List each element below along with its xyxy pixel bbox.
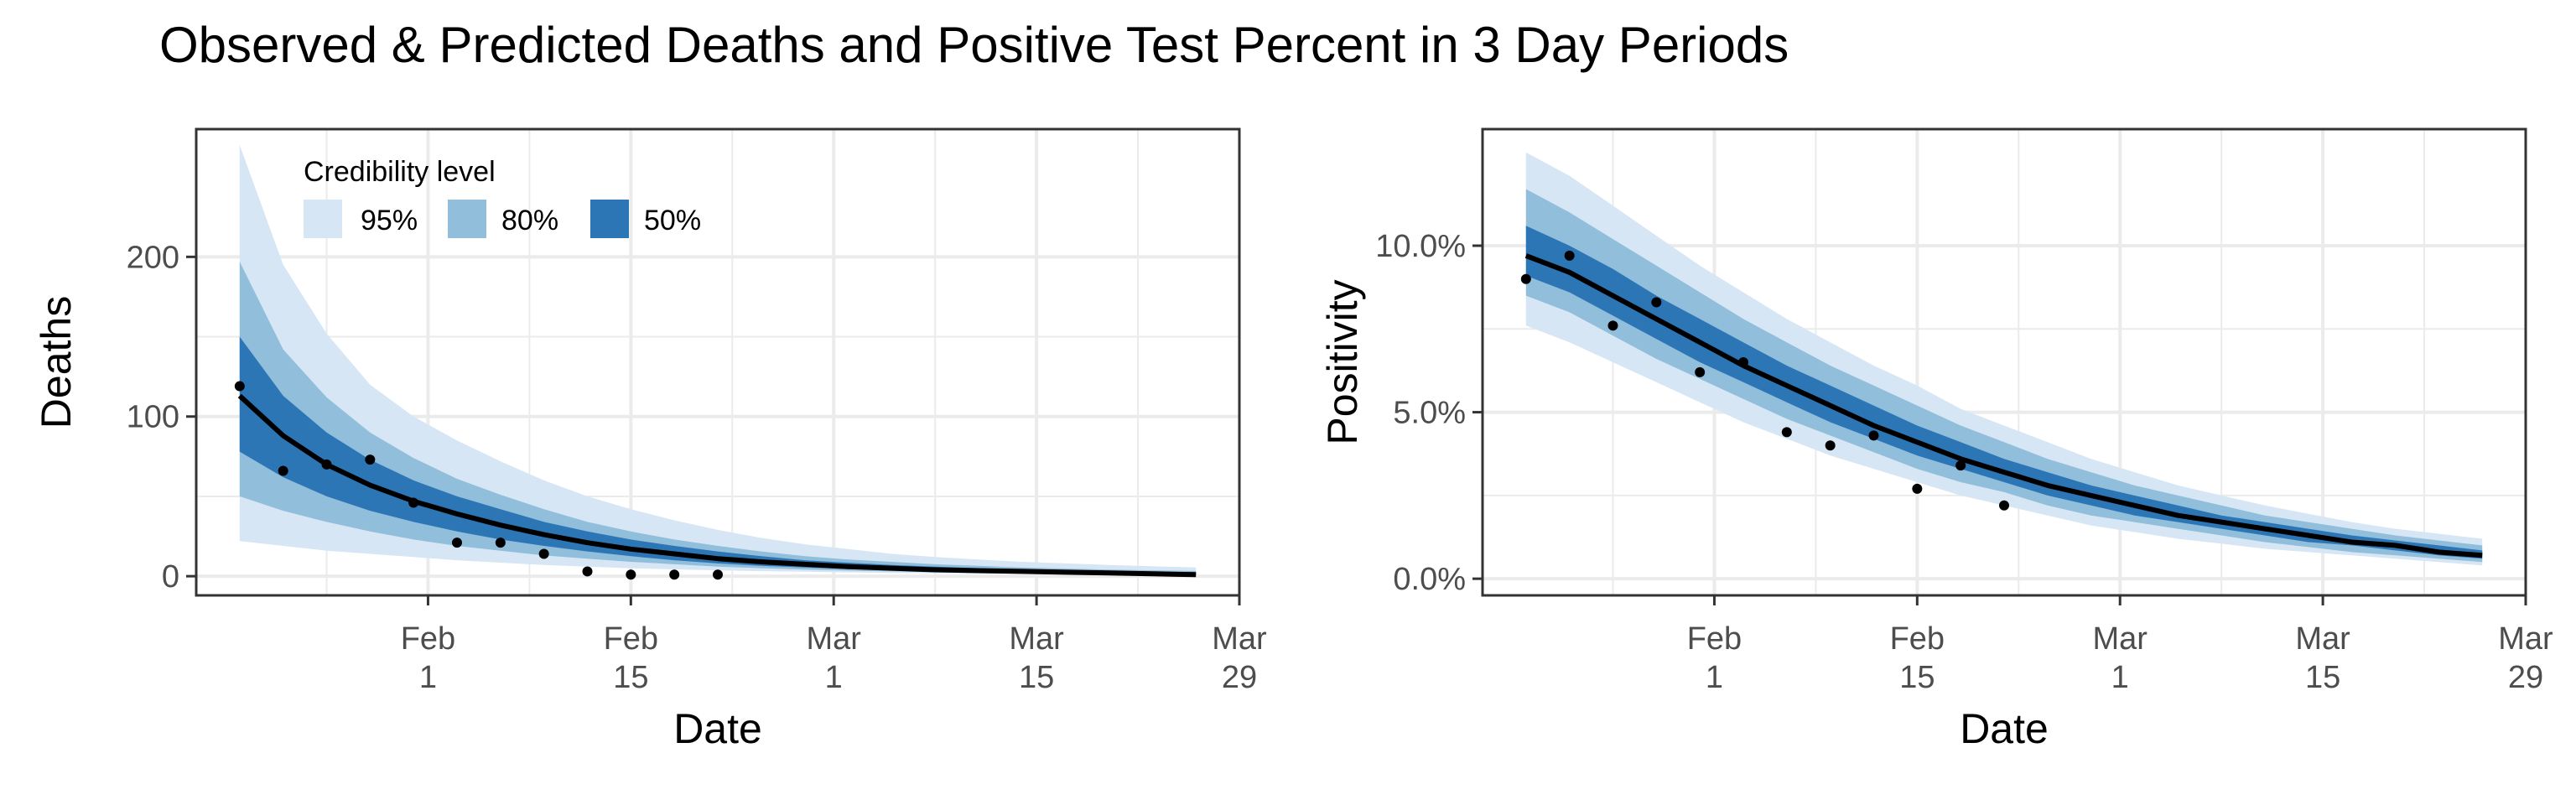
positivity-x-tick-label: Feb 15 — [1890, 621, 1945, 695]
deaths-y-tick-label: 200 — [127, 240, 179, 275]
positivity-observed-point — [1912, 483, 1923, 494]
deaths-median-line — [237, 393, 1197, 578]
positivity-median-line — [1524, 253, 2483, 558]
positivity-observed-point — [1520, 273, 1531, 284]
deaths-y-axis-title: Deaths — [33, 296, 80, 428]
positivity-y-axis-title: Positivity — [1319, 279, 1366, 444]
positivity-observed-point — [1695, 366, 1706, 377]
positivity-observed-point — [1738, 357, 1748, 367]
legend-label-50: 50% — [644, 205, 701, 236]
deaths-observed-point — [582, 566, 593, 577]
positivity-x-tick-label: Mar 1 — [2092, 621, 2148, 695]
figure-title: Observed & Predicted Deaths and Positive… — [159, 17, 1789, 73]
legend-title: Credibility level — [304, 156, 496, 188]
positivity-panel: 0.0% 5.0% 10.0% Feb 1 Feb 15 Mar 1 Mar 15 Mar 29 Date… — [1319, 127, 2553, 752]
legend-label-80: 80% — [501, 205, 558, 236]
deaths-y-tick-label: 0 — [162, 559, 179, 595]
positivity-y-tick-label: 5.0% — [1393, 396, 1466, 431]
positivity-x-axis-title: Date — [1960, 705, 2049, 752]
deaths-observed-point — [626, 569, 636, 580]
deaths-ribbon-80 — [239, 262, 1197, 575]
deaths-observed-point — [321, 459, 332, 470]
positivity-x-tick-label: Feb 1 — [1687, 621, 1742, 695]
positivity-x-tick-label: Mar 29 — [2498, 621, 2553, 695]
legend-swatch-80 — [448, 200, 486, 238]
deaths-x-tick-label: Mar 29 — [1212, 621, 1267, 695]
positivity-observed-point — [1564, 250, 1575, 261]
deaths-observed-point — [234, 381, 245, 392]
positivity-observed-point — [1868, 430, 1879, 441]
deaths-observed-point — [278, 465, 288, 476]
positivity-observed-point — [1955, 460, 1966, 471]
credibility-legend: Credibility level 95% 80% 50% — [304, 156, 701, 238]
positivity-observed-point — [1825, 440, 1836, 451]
deaths-ribbon-50 — [239, 336, 1197, 575]
positivity-observed-point — [1651, 297, 1662, 308]
positivity-panel-border — [1481, 127, 2527, 597]
deaths-observed-point — [495, 538, 506, 548]
deaths-observed-point — [669, 569, 680, 580]
deaths-observed-point — [408, 497, 419, 508]
positivity-observed-point — [1607, 320, 1618, 331]
legend-swatch-50 — [590, 200, 629, 238]
deaths-x-tick-label: Feb 15 — [604, 621, 658, 695]
positivity-x-tick-label: Mar 15 — [2295, 621, 2350, 695]
deaths-x-tick-label: Mar 15 — [1009, 621, 1064, 695]
deaths-ribbon-95 — [239, 145, 1197, 575]
deaths-panel: 0 100 200 Feb 1 Feb 15 Mar 1 Mar 15 Mar 29 Date Deaths — [33, 127, 1267, 752]
deaths-x-axis-title: Date — [673, 705, 762, 752]
deaths-x-tick-label: Feb 1 — [401, 621, 455, 695]
deaths-observed-point — [452, 538, 462, 548]
deaths-x-tick-label: Mar 1 — [806, 621, 861, 695]
deaths-observed-point — [713, 569, 723, 580]
positivity-observed-point — [1999, 500, 2009, 511]
legend-label-95: 95% — [361, 205, 418, 236]
positivity-y-tick-label: 10.0% — [1375, 229, 1466, 264]
positivity-ribbon-80 — [1525, 189, 2483, 563]
deaths-y-tick-label: 100 — [127, 400, 179, 435]
legend-swatch-95 — [304, 200, 342, 238]
deaths-observed-point — [365, 454, 376, 465]
deaths-observed-point — [538, 548, 549, 559]
positivity-observed-point — [1781, 427, 1792, 438]
positivity-y-tick-label: 0.0% — [1393, 562, 1466, 597]
deaths-panel-border — [195, 127, 1241, 597]
